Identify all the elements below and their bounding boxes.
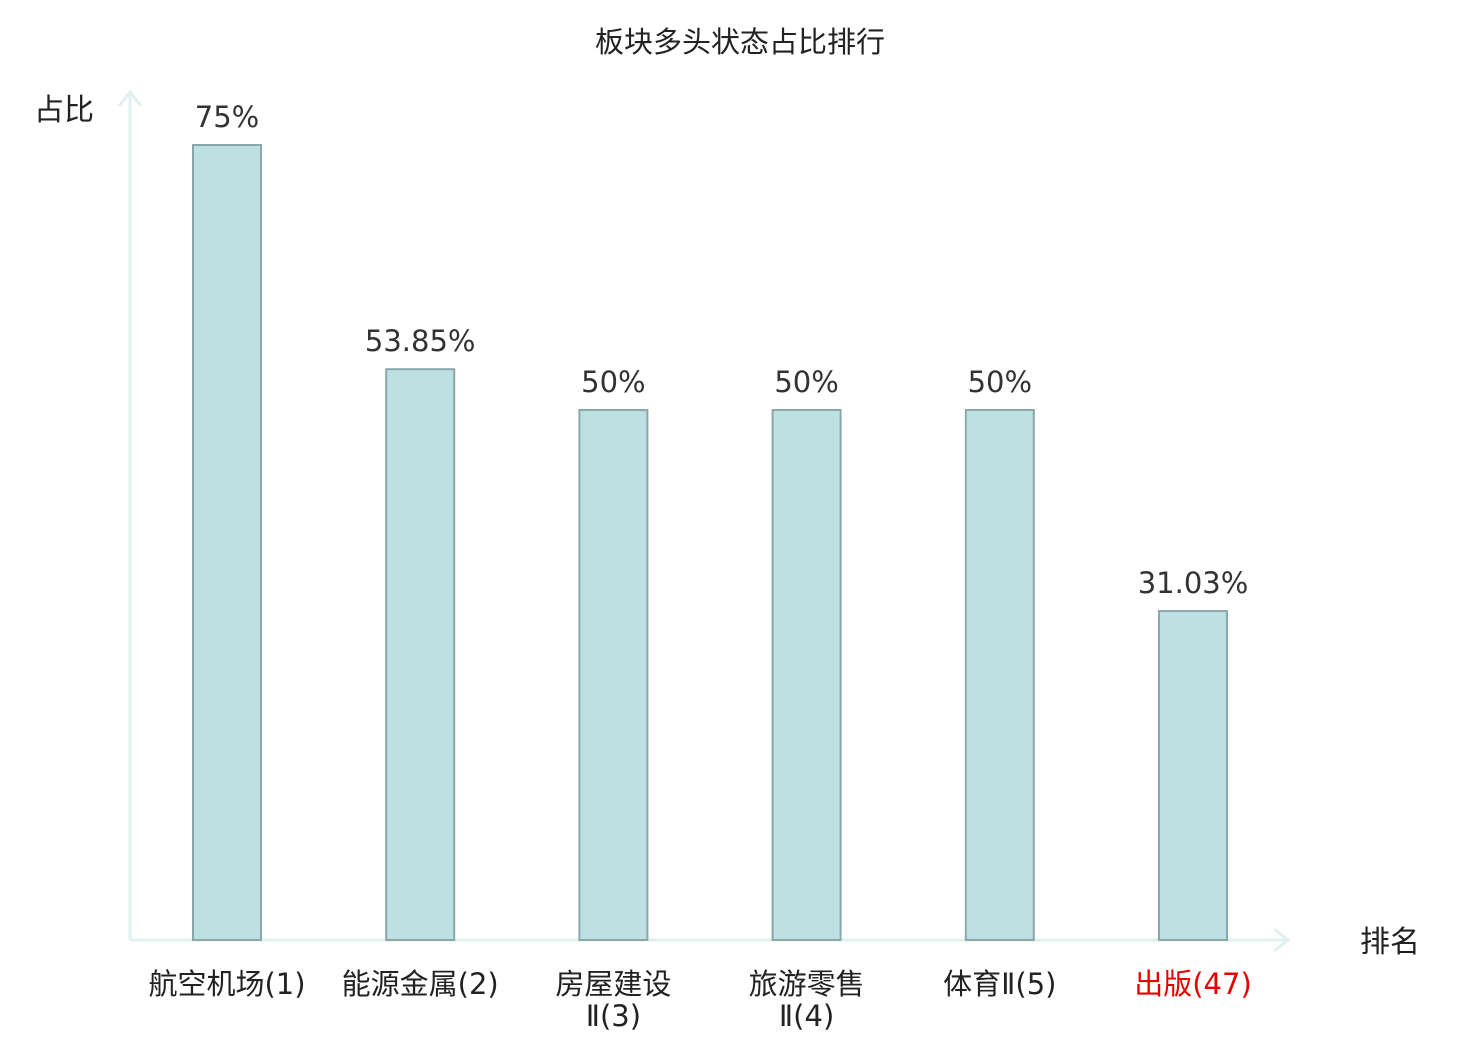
value-label-5: 50% — [968, 365, 1032, 399]
y-axis-label: 占比 — [34, 93, 94, 128]
bar-5 — [964, 409, 1035, 941]
y-axis-arrow — [117, 89, 143, 107]
bar-2 — [385, 368, 456, 941]
value-label-1: 75% — [195, 100, 259, 134]
value-label-4: 50% — [774, 365, 838, 399]
bar-6 — [1158, 610, 1228, 941]
value-labels-group: 75% 53.85% 50% 50% 50% 31.03% — [195, 100, 1249, 600]
category-label-4: 旅游零售 — [749, 967, 865, 1001]
category-label-3: 房屋建设 — [555, 967, 671, 1001]
value-label-6: 31.03% — [1138, 566, 1249, 600]
value-label-3: 50% — [581, 365, 645, 399]
bar-1 — [192, 144, 262, 941]
bars-group — [192, 144, 1228, 941]
chart-title: 板块多头状态占比排行 — [595, 25, 885, 59]
category-label-3-suffix: Ⅱ(3) — [586, 999, 641, 1033]
category-label-1: 航空机场(1) — [148, 967, 305, 1001]
bar-3 — [578, 409, 649, 941]
bar-4 — [771, 409, 842, 941]
x-axis-label: 排名 — [1360, 925, 1420, 960]
category-label-6: 出版(47) — [1134, 967, 1252, 1001]
x-axis-arrow — [1273, 927, 1291, 953]
category-label-4-suffix: Ⅱ(4) — [779, 999, 834, 1033]
category-label-5: 体育Ⅱ(5) — [943, 967, 1056, 1001]
value-label-2: 53.85% — [365, 324, 476, 358]
category-label-2: 能源金属(2) — [342, 967, 499, 1001]
